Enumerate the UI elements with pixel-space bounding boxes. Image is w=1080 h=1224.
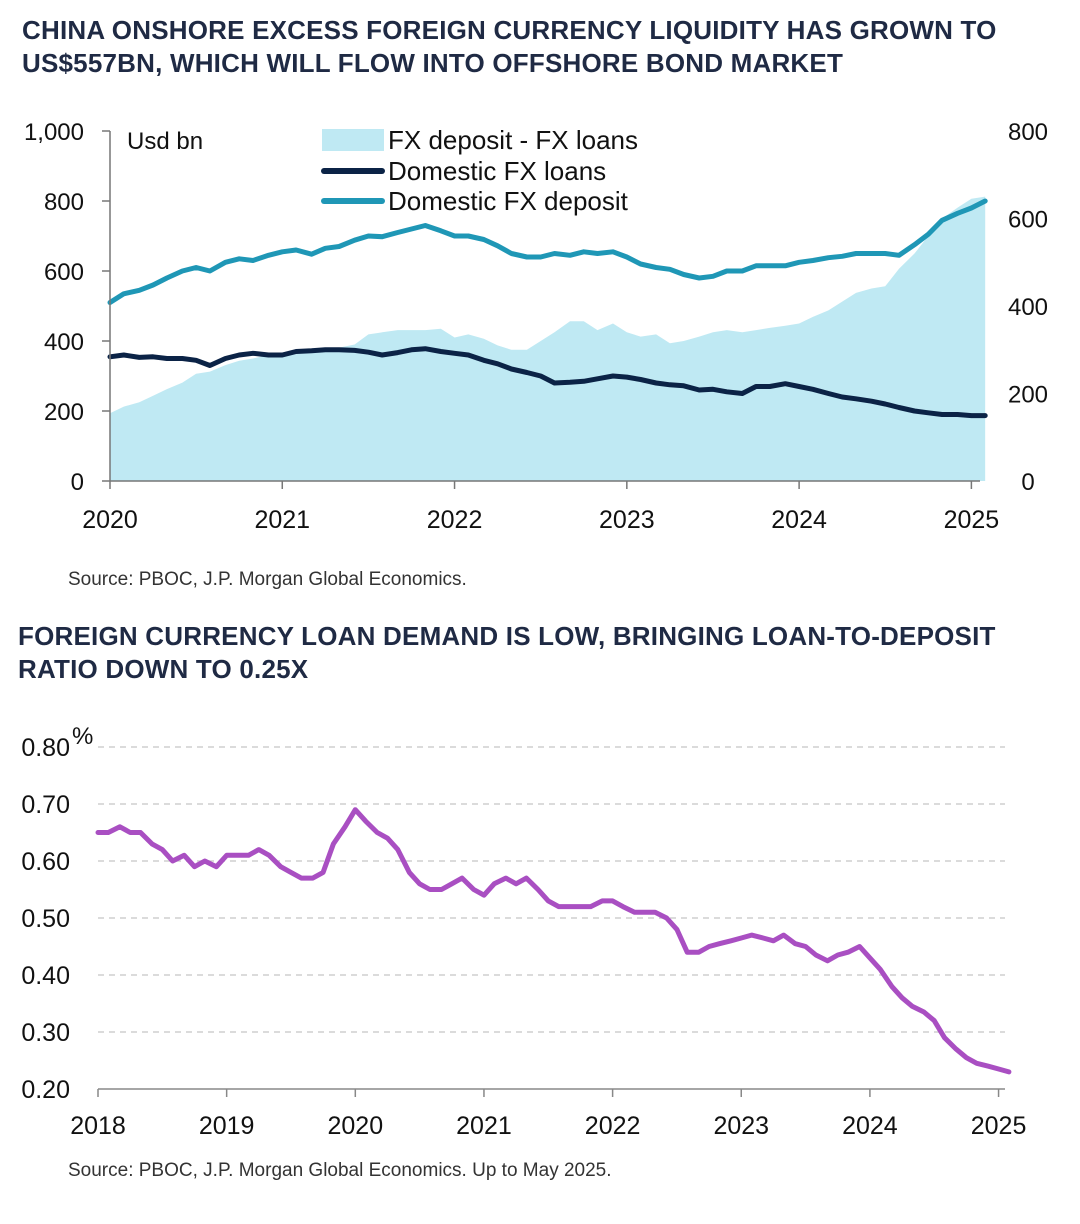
x-tick-label: 2021 (254, 506, 310, 534)
x-tick-label: 2024 (771, 506, 827, 534)
x-tick-label: 2023 (713, 1112, 769, 1140)
chart1-title: CHINA ONSHORE EXCESS FOREIGN CURRENCY LI… (22, 15, 997, 78)
y-tick-label: 0.40 (21, 962, 70, 990)
y-tick-label-right: 800 (1008, 119, 1048, 146)
area-series-fx-gap (110, 196, 986, 481)
gridlines (98, 746, 1005, 1033)
line-domestic-fx-loans (107, 346, 988, 419)
legend-swatch-area (322, 129, 384, 151)
axes: 0 200 400 600 800 1,000 0 200 400 600 800 2020 2021 2… (24, 119, 1048, 534)
chart1: 0 200 400 600 800 1,000 0 200 400 600 800 2020 2021 2… (24, 119, 1048, 534)
y-tick-label-left: 0 (71, 469, 84, 496)
legend-label: Domestic FX deposit (388, 186, 629, 216)
x-tick-label: 2025 (944, 506, 1000, 534)
line-series-group (95, 807, 1012, 1075)
y-tick-label: 0.50 (21, 905, 70, 933)
y-tick-label-left: 400 (44, 329, 84, 356)
y-tick-label-left: 200 (44, 399, 84, 426)
x-tick-label: 2025 (971, 1112, 1027, 1140)
y-tick-label: 0.80 (21, 734, 70, 762)
y-tick-label: 0.30 (21, 1019, 70, 1047)
x-tick-label: 2023 (599, 506, 655, 534)
y-tick-label-right: 200 (1008, 382, 1048, 409)
y-tick-label-right: 400 (1008, 294, 1048, 321)
x-tick-label: 2018 (70, 1112, 126, 1140)
x-tick-label: 2024 (842, 1112, 898, 1140)
x-tick-label: 2019 (199, 1112, 255, 1140)
y-tick-label: 0.70 (21, 791, 70, 819)
chart2-title: FOREIGN CURRENCY LOAN DEMAND IS LOW, BRI… (18, 621, 996, 684)
line-series-group (107, 198, 988, 419)
y-tick-label-left: 600 (44, 259, 84, 286)
x-tick-label: 2022 (585, 1112, 641, 1140)
chart1-source: Source: PBOC, J.P. Morgan Global Economi… (68, 569, 467, 590)
legend-label: Domestic FX loans (388, 156, 606, 186)
x-tick-label: 2022 (427, 506, 483, 534)
line-loan-to-deposit-ratio (95, 807, 1012, 1075)
y-axis-unit-label: % (72, 723, 93, 750)
y-tick-label-right: 600 (1008, 207, 1048, 234)
x-tick-label: 2020 (82, 506, 138, 534)
x-tick-label: 2020 (327, 1112, 383, 1140)
area-fx-deposit-minus-loans (110, 196, 986, 481)
line-domestic-fx-deposit (107, 198, 988, 305)
y-tick-label-right: 0 (1021, 469, 1034, 496)
y-tick-label-left: 1,000 (24, 119, 84, 146)
y-tick-label: 0.20 (21, 1076, 70, 1104)
legend-label: FX deposit - FX loans (388, 125, 638, 155)
axes: 0.20 0.30 0.40 0.50 0.60 0.70 0.80 2018 2019 2020… (21, 734, 1026, 1140)
chart2-source: Source: PBOC, J.P. Morgan Global Economi… (68, 1160, 612, 1181)
y-axis-unit-label: Usd bn (127, 128, 203, 155)
y-tick-label-left: 800 (44, 189, 84, 216)
y-tick-label: 0.60 (21, 848, 70, 876)
x-tick-label: 2021 (456, 1112, 512, 1140)
